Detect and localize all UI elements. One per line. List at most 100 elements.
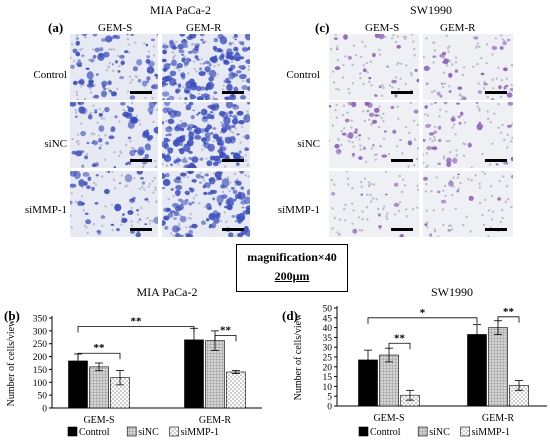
y-tick-label: 350: [33, 315, 48, 325]
scale-bar: [222, 228, 244, 231]
chart-title: MIA PaCa-2: [137, 285, 198, 299]
micrograph-left-gem-r-sinc: [162, 102, 250, 168]
legend-swatch-sinc: [126, 426, 137, 437]
micrograph-left-gem-s-simmp1: [70, 171, 158, 237]
y-tick-label: 25: [323, 354, 333, 364]
y-tick-label: 30: [323, 344, 333, 354]
scale-bar: [222, 91, 244, 94]
y-axis-label: Number of cells/view: [6, 319, 17, 406]
y-tick-label: 100: [33, 379, 48, 389]
legend-label-control: Control: [370, 427, 401, 438]
left-col-head-r: GEM-R: [186, 22, 222, 34]
bar-sinc-gem-s: [89, 366, 109, 409]
scale-bar: [485, 228, 507, 231]
panel-label-c: (c): [315, 20, 330, 35]
right-row-label-control: Control: [286, 69, 320, 81]
y-tick-label: 300: [33, 327, 48, 337]
legend-swatch-sinc: [417, 426, 428, 437]
chart-title: SW1990: [431, 285, 473, 299]
micrograph-right-gem-r-simmp1: [423, 171, 513, 237]
x-tick-label: GEM-S: [83, 415, 114, 426]
significance-label: **: [94, 342, 106, 354]
micrograph-right-gem-r-control: [423, 34, 513, 100]
bar-control-gem-r: [467, 334, 487, 407]
legend-label-sinc: siNC: [429, 427, 450, 438]
scale-bar: [391, 91, 413, 94]
significance-label: *: [420, 307, 426, 319]
left-row-label-sinc: siNC: [44, 138, 67, 150]
micrograph-left-gem-r-control: [162, 34, 250, 100]
scale-bar: [130, 91, 152, 94]
significance-bracket: [367, 317, 478, 324]
x-tick-label: GEM-R: [199, 415, 232, 426]
scale-bar: [391, 159, 413, 162]
y-tick-label: 35: [323, 334, 333, 344]
significance-bracket: [497, 316, 520, 323]
legend-label-simmp-1: siMMP-1: [472, 427, 510, 438]
y-tick-label: 40: [323, 324, 333, 334]
right-title: SW1990: [410, 3, 452, 17]
significance-bracket: [77, 352, 121, 360]
x-tick-label: GEM-R: [482, 413, 515, 424]
legend-label-control: Control: [79, 427, 110, 438]
x-tick-label: GEM-S: [373, 413, 404, 424]
scale-bar: [222, 159, 244, 162]
left-col-head-s: GEM-S: [98, 22, 133, 34]
significance-label: **: [503, 306, 515, 318]
micrograph-left-gem-s-control: [70, 34, 158, 100]
y-tick-label: 50: [38, 392, 48, 402]
micrograph-left-gem-s-sinc: [70, 102, 158, 168]
significance-bracket: [77, 326, 195, 333]
y-axis-label: Number of cells/view: [293, 313, 304, 400]
y-tick-label: 50: [323, 305, 333, 315]
scale-bar: [485, 159, 507, 162]
legend-swatch-simmp-1: [169, 426, 179, 437]
right-row-label-simmp1: siMMP-1: [277, 204, 320, 216]
legend-swatch-control: [358, 426, 369, 437]
y-tick-label: 200: [33, 353, 48, 363]
left-title: MIA PaCa-2: [150, 3, 211, 17]
significance-label: **: [131, 315, 143, 327]
right-col-head-r: GEM-R: [440, 22, 476, 34]
y-tick-label: 150: [33, 366, 48, 376]
significance-bracket: [214, 335, 237, 342]
scale-bar: [391, 228, 413, 231]
scale-bar: [485, 91, 507, 94]
y-tick-label: 5: [327, 393, 332, 403]
micrograph-right-gem-s-simmp1: [329, 171, 419, 237]
significance-bracket: [388, 342, 411, 350]
micrograph-right-gem-s-sinc: [329, 102, 419, 168]
y-tick-label: 250: [33, 340, 48, 350]
bar-sinc-gem-r: [488, 327, 508, 407]
y-tick-label: 10: [323, 383, 333, 393]
significance-label: **: [220, 324, 232, 336]
magnification-box: magnification×40 200μm: [236, 244, 348, 292]
bar-simmp-1-gem-r: [226, 371, 246, 409]
scale-bar: [130, 228, 152, 231]
chart-mia-paca: (b) MIA PaCa-2 Number of cells/view 0 50 100 1…: [4, 285, 262, 438]
micrograph-right-gem-s-control: [329, 34, 419, 100]
panel-label-a: (a): [48, 20, 64, 35]
scale-bar: [130, 159, 152, 162]
panel-label: (b): [4, 308, 20, 323]
y-tick-label: 45: [323, 314, 333, 324]
micrograph-right-gem-r-sinc: [423, 102, 513, 168]
legend-swatch-simmp-1: [460, 426, 470, 437]
magnification-text: magnification×40: [247, 250, 337, 264]
legend-label-simmp-1: siMMP-1: [181, 427, 219, 438]
right-row-label-sinc: siNC: [297, 138, 320, 150]
bar-sinc-gem-s: [379, 354, 399, 407]
y-tick-label: 20: [323, 363, 333, 373]
left-row-label-simmp1: siMMP-1: [24, 204, 67, 216]
panel-label: (d): [282, 308, 298, 323]
y-tick-label: 0: [327, 403, 332, 413]
scale-bar-text: 200μm: [274, 269, 310, 283]
legend-swatch-control: [67, 426, 78, 437]
micrograph-left-gem-r-simmp1: [162, 171, 250, 237]
legend-label-sinc: siNC: [138, 427, 159, 438]
significance-label: **: [394, 332, 406, 344]
y-tick-label: 15: [323, 373, 333, 383]
right-col-head-s: GEM-S: [365, 22, 400, 34]
y-tick-label: 0: [42, 405, 47, 415]
